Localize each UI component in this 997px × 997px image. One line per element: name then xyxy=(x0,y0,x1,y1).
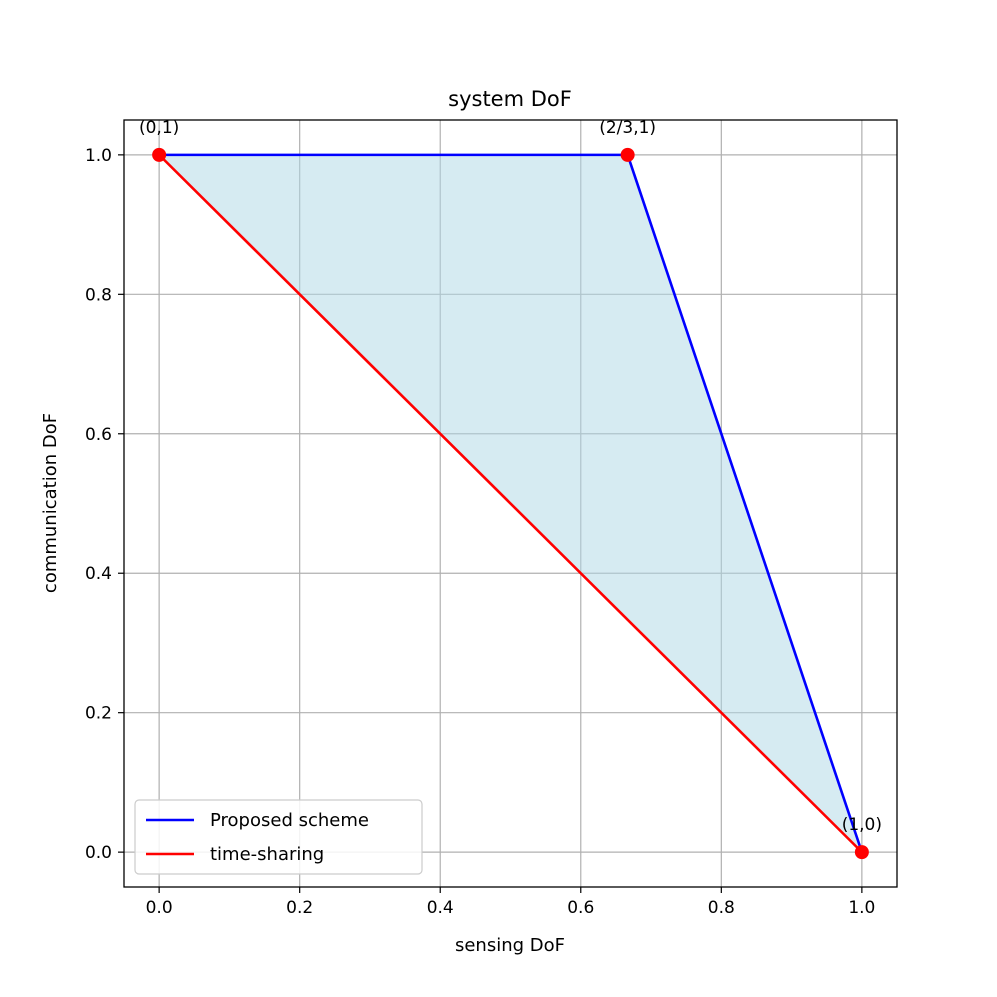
series-line-time-sharing xyxy=(158,153,863,854)
x-tick-label: 0.4 xyxy=(427,898,454,918)
legend-box xyxy=(134,799,423,875)
point-label: (1,0) xyxy=(842,815,882,835)
data-point xyxy=(854,845,869,860)
legend: Proposed scheme time-sharing xyxy=(134,799,423,875)
y-tick-label: 0.4 xyxy=(85,564,112,584)
chart-title: system DoF xyxy=(448,87,572,111)
x-axis-label: sensing DoF xyxy=(455,935,565,956)
y-tick-label: 0.6 xyxy=(85,425,112,445)
x-tick-label: 1.0 xyxy=(848,898,875,918)
legend-label: time-sharing xyxy=(210,844,324,865)
legend-label: Proposed scheme xyxy=(210,810,369,831)
data-point xyxy=(152,147,167,162)
point-label: (0,1) xyxy=(139,118,179,138)
plot-frame xyxy=(123,119,898,888)
points-layer xyxy=(152,147,869,860)
y-tick-label: 1.0 xyxy=(85,146,112,166)
y-axis-label: communication DoF xyxy=(40,413,61,593)
point-label: (2/3,1) xyxy=(599,118,656,138)
x-tick-label: 0.0 xyxy=(146,898,173,918)
y-tick-label: 0.2 xyxy=(85,704,112,724)
x-tick-label: 0.6 xyxy=(567,898,594,918)
x-tick-label: 0.8 xyxy=(708,898,735,918)
data-point xyxy=(620,147,635,162)
ticks: 0.0 0.2 0.4 0.6 0.8 1.0 0.0 0.2 0.4 0.6 0.8 1.0 xyxy=(85,146,875,918)
point-labels: (0,1) (2/3,1) (1,0) xyxy=(139,118,882,835)
x-tick-label: 0.2 xyxy=(286,898,313,918)
y-tick-label: 0.8 xyxy=(85,285,112,305)
y-tick-label: 0.0 xyxy=(85,843,112,863)
